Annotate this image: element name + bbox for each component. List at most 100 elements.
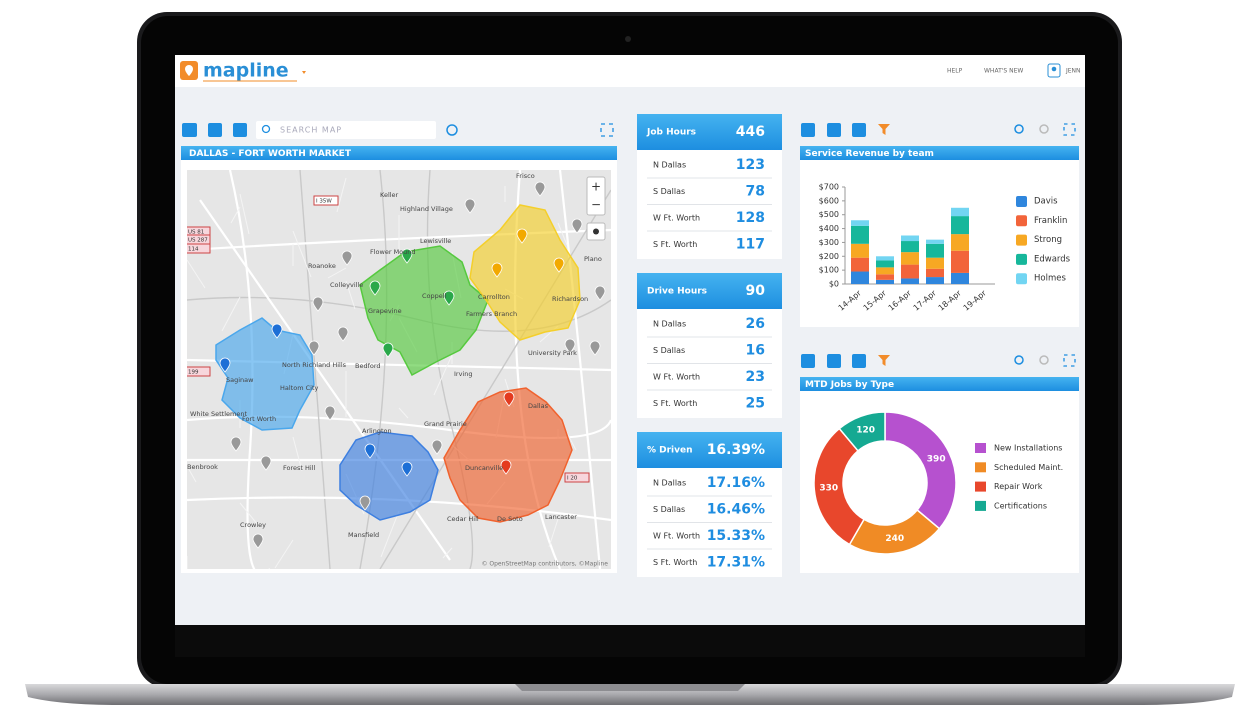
map-pin[interactable] [553,257,565,273]
zoom-out[interactable]: − [591,198,601,212]
donut-slice[interactable] [813,427,866,546]
legend-swatch[interactable] [1016,196,1027,207]
legend-label[interactable]: Strong [1034,235,1062,245]
tool-button[interactable] [852,123,866,137]
territory[interactable] [469,204,581,341]
legend-label[interactable]: Franklin [1034,216,1067,226]
user-icon[interactable] [1047,63,1061,78]
map-pin[interactable] [252,533,264,549]
bar-segment[interactable] [951,216,969,235]
search-box[interactable] [256,121,436,139]
map-pin[interactable] [500,459,512,475]
bar-segment[interactable] [926,243,944,258]
map-pin[interactable] [382,342,394,358]
nav-help[interactable]: HELP [947,68,963,75]
map-pin[interactable] [324,405,336,421]
fullscreen-button[interactable] [600,123,614,137]
map-pin[interactable] [594,285,606,301]
legend-label[interactable]: Edwards [1034,254,1071,264]
map-pin[interactable] [401,248,413,264]
map-pin[interactable] [364,443,376,459]
legend-swatch[interactable] [975,481,986,492]
map[interactable]: Frisco Highland Village Lewisville Flower M… [169,170,611,590]
bar-segment[interactable] [851,243,869,258]
bar-segment[interactable] [851,257,869,272]
map-pin[interactable] [571,218,583,234]
legend-label[interactable]: Holmes [1034,274,1066,284]
tool-button[interactable] [827,123,841,137]
logo[interactable]: mapline [203,60,289,82]
nav-user[interactable]: JENN [1065,68,1081,75]
tool-button[interactable] [852,354,866,368]
bar-segment[interactable] [876,260,894,268]
map-pin[interactable] [589,340,601,356]
map-pin[interactable] [401,461,413,477]
bar-segment[interactable] [926,239,944,244]
legend-swatch[interactable] [1016,273,1027,285]
bar-segment[interactable] [926,257,944,269]
bar-segment[interactable] [851,271,869,284]
map-pin[interactable] [271,323,283,339]
filter-button[interactable] [878,124,890,135]
bar-segment[interactable] [876,256,894,261]
map-pin[interactable] [308,340,320,356]
map-pin[interactable] [230,436,242,452]
tool-button[interactable] [801,354,815,368]
bar-segment[interactable] [901,278,919,284]
bar-segment[interactable] [926,268,944,278]
legend-swatch[interactable] [975,462,986,473]
bar-segment[interactable] [901,241,919,253]
tool-button[interactable] [233,123,247,137]
legend-label[interactable]: Davis [1034,197,1058,207]
legend-swatch[interactable] [975,500,986,511]
refresh-button[interactable] [446,124,458,136]
tool-button[interactable] [182,123,197,137]
legend-swatch[interactable] [1016,234,1027,246]
bar-segment[interactable] [951,250,969,273]
tool-button[interactable] [827,354,841,368]
bar-segment[interactable] [951,207,969,217]
bar-segment[interactable] [851,225,869,244]
tool-button[interactable] [801,123,815,137]
map-pin[interactable] [260,455,272,471]
legend-label[interactable]: Scheduled Maint. [994,463,1063,472]
territory[interactable] [443,387,573,523]
map-pin[interactable] [534,181,546,197]
legend-swatch[interactable] [1016,253,1027,265]
zoom-button[interactable] [1039,355,1049,365]
legend-swatch[interactable] [975,443,986,453]
bar-segment[interactable] [876,274,894,280]
map-pin[interactable] [341,250,353,266]
donut-slice[interactable] [884,411,957,530]
legend-swatch[interactable] [1016,215,1027,227]
zoom-button[interactable] [1014,355,1024,365]
zoom-button[interactable] [1039,124,1049,134]
legend-label[interactable]: Repair Work [994,482,1043,491]
zoom-button[interactable] [1014,124,1024,134]
map-pin[interactable] [564,338,576,354]
filter-button[interactable] [878,355,890,366]
bar-segment[interactable] [851,220,869,226]
bar-segment[interactable] [901,252,919,265]
map-pin[interactable] [312,296,324,312]
map-pin[interactable] [219,357,231,373]
nav-whats-new[interactable]: WHAT'S NEW [984,68,1023,75]
bar-segment[interactable] [926,277,944,284]
donut-slice[interactable] [838,411,886,452]
map-pin[interactable] [369,280,381,296]
map-pin[interactable] [503,391,515,407]
zoom-in[interactable]: + [591,180,601,194]
bar-segment[interactable] [951,234,969,251]
map-pin[interactable] [359,495,371,511]
territory[interactable] [215,317,315,431]
bar-segment[interactable] [876,267,894,275]
map-pin[interactable] [337,326,349,342]
bar-segment[interactable] [876,279,894,284]
legend-label[interactable]: Certifications [994,501,1047,510]
legend-label[interactable]: New Installations [994,444,1062,453]
map-pin[interactable] [516,228,528,244]
fullscreen-button[interactable] [1063,354,1076,367]
zoom-control[interactable] [586,176,606,216]
tool-button[interactable] [208,123,222,137]
map-pin[interactable] [431,439,443,455]
